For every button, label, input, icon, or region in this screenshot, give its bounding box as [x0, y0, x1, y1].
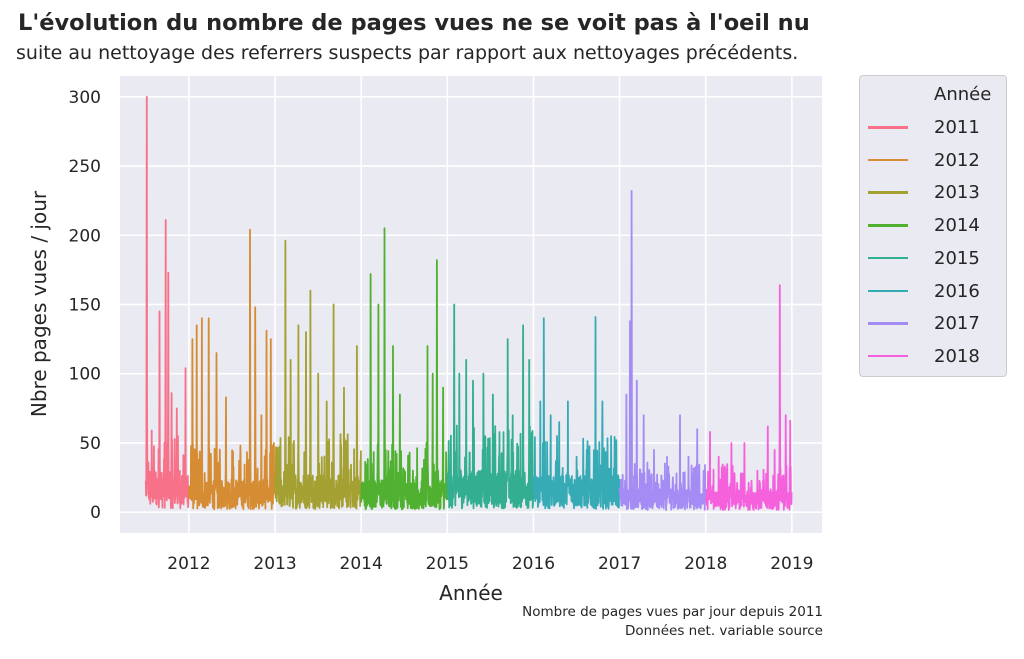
chart-subtitle: suite au nettoyage des referrers suspect… — [16, 42, 799, 64]
y-tick-label: 50 — [79, 434, 101, 454]
x-tick-label: 2019 — [770, 554, 813, 574]
y-tick-label: 200 — [69, 226, 101, 246]
caption-line-1: Nombre de pages vues par jour depuis 201… — [522, 604, 823, 620]
series-line-2012 — [188, 228, 276, 511]
legend-swatch — [868, 126, 908, 129]
series-line-2014 — [360, 227, 448, 511]
x-tick-label: 2018 — [684, 554, 727, 574]
legend: Année 2011 2012 2013 2014 2015 2016 2017 2018 — [859, 75, 1007, 377]
legend-item-2014: 2014 — [868, 214, 1004, 238]
legend-item-2013: 2013 — [868, 181, 1004, 205]
series-line-2017 — [618, 190, 707, 511]
x-tick-label: 2013 — [253, 554, 296, 574]
y-axis-label: Nbre pages vues / jour — [27, 190, 51, 417]
series-line-2011 — [144, 95, 190, 510]
y-tick-label: 0 — [90, 503, 101, 523]
legend-item-2016: 2016 — [868, 280, 1004, 304]
legend-item-2012: 2012 — [868, 149, 1004, 173]
x-tick-label: 2015 — [426, 554, 469, 574]
legend-swatch — [868, 354, 908, 358]
series-line-2015 — [446, 303, 535, 510]
y-tick-label: 250 — [69, 157, 101, 177]
legend-label: 2014 — [934, 215, 980, 237]
chart-title: L'évolution du nombre de pages vues ne s… — [18, 10, 810, 36]
legend-label: 2013 — [934, 182, 980, 204]
y-tick-label: 100 — [69, 365, 101, 385]
legend-item-2015: 2015 — [868, 247, 1004, 271]
legend-swatch — [868, 256, 908, 260]
legend-swatch — [868, 224, 908, 227]
legend-label: 2018 — [934, 345, 980, 367]
legend-item-2017: 2017 — [868, 312, 1004, 336]
x-tick-labels: 2012 2013 2014 2015 2016 2017 2018 2019 — [167, 554, 813, 574]
legend-label: 2017 — [934, 313, 980, 335]
series-line-2018 — [704, 284, 793, 511]
series-line-2016 — [532, 316, 621, 510]
x-tick-label: 2017 — [598, 554, 641, 574]
legend-label: 2011 — [934, 117, 980, 138]
legend-title: Année — [934, 84, 992, 105]
x-tick-label: 2016 — [512, 554, 555, 574]
legend-swatch — [868, 191, 908, 194]
y-tick-label: 300 — [69, 88, 101, 108]
legend-item-2011: 2011 — [868, 116, 1004, 140]
x-axis-label: Année — [439, 581, 503, 605]
x-tick-label: 2012 — [167, 554, 210, 574]
legend-label: 2012 — [934, 149, 980, 171]
legend-item-2018: 2018 — [868, 345, 1004, 369]
caption-line-2: Données net. variable source — [624, 623, 823, 639]
y-tick-labels: 0 50 100 150 200 250 300 — [69, 88, 101, 523]
legend-swatch — [868, 158, 908, 162]
legend-label: 2015 — [934, 247, 980, 269]
legend-swatch — [868, 289, 908, 293]
series-line-2013 — [274, 239, 362, 510]
legend-swatch — [868, 322, 908, 325]
caption: Nombre de pages vues par jour depuis 201… — [522, 603, 823, 641]
legend-label: 2016 — [934, 280, 980, 302]
series-layer — [144, 95, 793, 511]
x-tick-label: 2014 — [340, 554, 383, 574]
y-tick-label: 150 — [69, 296, 101, 316]
